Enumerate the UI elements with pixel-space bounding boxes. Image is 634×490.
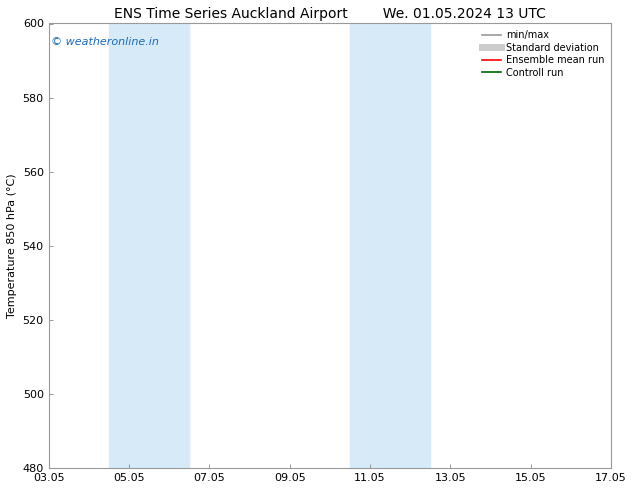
Text: © weatheronline.in: © weatheronline.in <box>51 37 159 47</box>
Bar <box>350 24 430 468</box>
Bar <box>109 24 190 468</box>
Title: ENS Time Series Auckland Airport        We. 01.05.2024 13 UTC: ENS Time Series Auckland Airport We. 01.… <box>114 7 546 21</box>
Legend: min/max, Standard deviation, Ensemble mean run, Controll run: min/max, Standard deviation, Ensemble me… <box>480 28 606 79</box>
Y-axis label: Temperature 850 hPa (°C): Temperature 850 hPa (°C) <box>7 173 17 318</box>
